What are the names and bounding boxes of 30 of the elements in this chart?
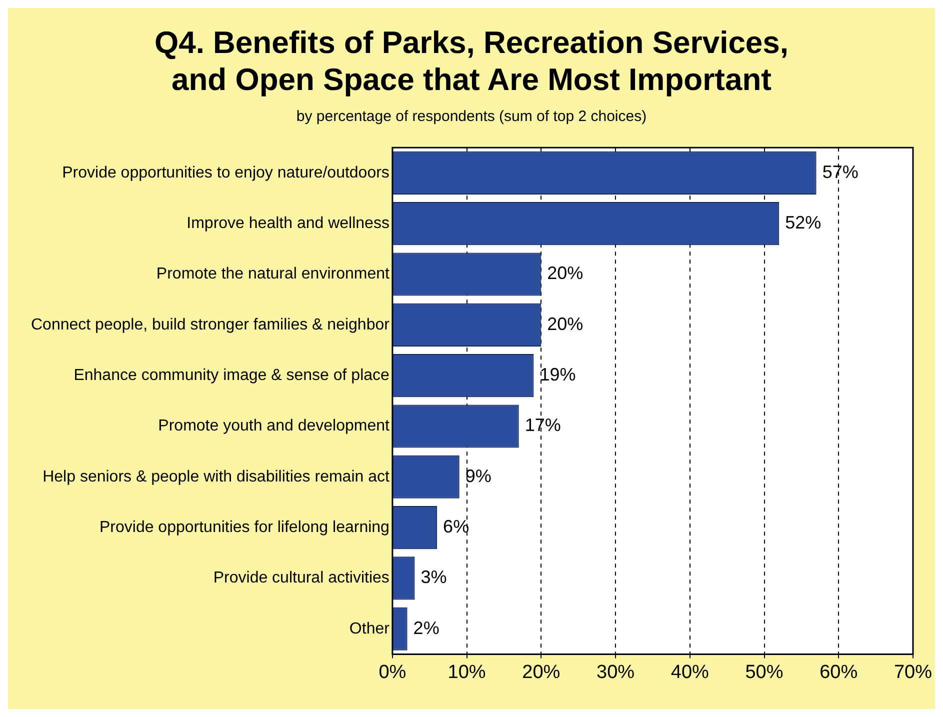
- y-tick-label: Provide opportunities to enjoy nature/outdoors: [62, 164, 390, 182]
- data-label: 57%: [822, 162, 858, 182]
- data-label: 2%: [413, 618, 440, 638]
- data-label: 17%: [524, 415, 561, 436]
- x-tick-label: 50%: [745, 662, 784, 683]
- data-label: 20%: [547, 263, 584, 284]
- x-tick-label: 30%: [596, 662, 635, 683]
- x-tick-label: 10%: [448, 662, 486, 683]
- x-tick-label: 40%: [670, 662, 710, 683]
- y-tick-label: Promote the natural environment: [156, 266, 390, 283]
- x-tick-label: 0%: [378, 662, 406, 683]
- data-label: 52%: [785, 212, 822, 233]
- chart-subtitle: by percentage of respondents (sum of top 2 choices): [295, 108, 648, 125]
- y-tick-label: Improve health and wellness: [186, 214, 390, 232]
- chart-title: Q4. Benefits of Parks, Recreation Services, and Open Space that Are Most Important: [153, 24, 790, 98]
- y-tick-label: Promote youth and development: [158, 418, 390, 435]
- data-label: 19%: [540, 364, 576, 385]
- y-tick-label: Connect people, build stronger families & neighbor: [31, 316, 390, 334]
- y-tick-label: Provide cultural activities: [213, 570, 390, 587]
- y-tick-label: Help seniors & people with disabilities remain act: [42, 468, 390, 486]
- data-label: 3%: [420, 567, 447, 588]
- x-tick-label: 70%: [894, 662, 932, 683]
- y-tick-label: Enhance community image & sense of place: [74, 366, 390, 384]
- data-label: 20%: [547, 314, 584, 334]
- x-tick-label: 20%: [522, 662, 560, 683]
- data-label: 6%: [443, 516, 470, 537]
- data-label: 9%: [465, 466, 492, 486]
- x-tick-label: 60%: [820, 662, 858, 683]
- y-tick-label: Other: [349, 620, 390, 638]
- y-tick-label: Provide opportunities for lifelong learning: [99, 518, 390, 536]
